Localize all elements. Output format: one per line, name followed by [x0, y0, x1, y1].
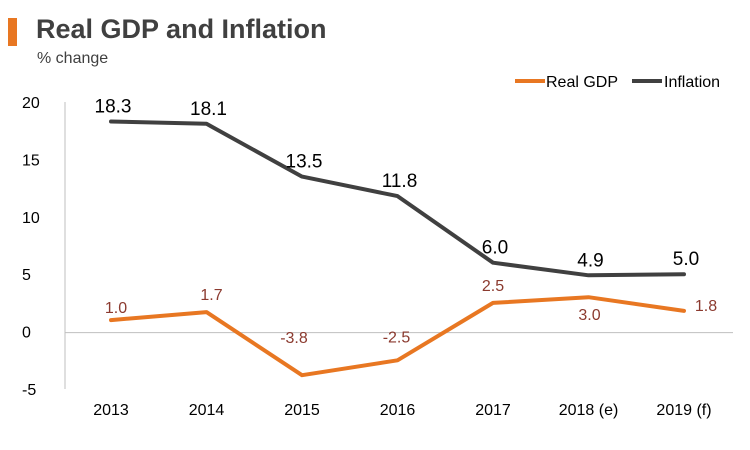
data-label-real-gdp: -3.8	[280, 330, 308, 347]
y-tick-label: 5	[22, 267, 31, 284]
data-label-inflation: 6.0	[482, 238, 508, 259]
series-line-real-gdp	[109, 295, 686, 378]
x-tick-label: 2016	[380, 402, 416, 419]
data-label-real-gdp: 2.5	[482, 278, 504, 295]
data-label-inflation: 5.0	[673, 249, 699, 270]
data-label-inflation: 11.8	[382, 171, 418, 192]
x-tick-label: 2017	[475, 402, 511, 419]
x-tick-label: 2013	[93, 402, 129, 419]
data-label-inflation: 13.5	[286, 152, 323, 173]
y-tick-label: -5	[22, 382, 36, 399]
data-label-real-gdp: 1.8	[695, 298, 717, 315]
legend-label-inflation: Inflation	[664, 74, 720, 91]
y-tick-label: 0	[22, 325, 31, 342]
x-tick-label: 2019 (f)	[656, 402, 711, 419]
y-tick-label: 20	[22, 95, 40, 112]
data-label-inflation: 18.1	[190, 99, 227, 120]
title-accent-bar	[8, 18, 17, 46]
legend-label-real-gdp: Real GDP	[546, 74, 618, 91]
data-label-inflation: 4.9	[577, 250, 603, 271]
data-label-real-gdp: 3.0	[578, 307, 600, 324]
data-label-real-gdp: 1.7	[200, 287, 222, 304]
chart-title: Real GDP and Inflation	[36, 14, 327, 44]
series-line-inflation	[109, 119, 686, 278]
y-tick-label: 15	[22, 152, 40, 169]
x-tick-label: 2015	[284, 402, 320, 419]
data-label-inflation: 18.3	[95, 97, 132, 118]
data-label-real-gdp: 1.0	[105, 300, 127, 317]
x-tick-label: 2014	[189, 402, 225, 419]
chart-legend: Real GDP Inflation	[515, 74, 720, 91]
data-label-real-gdp: -2.5	[383, 329, 411, 346]
y-tick-label: 10	[22, 210, 40, 227]
chart-subtitle: % change	[37, 50, 109, 67]
x-tick-label: 2018 (e)	[559, 402, 619, 419]
